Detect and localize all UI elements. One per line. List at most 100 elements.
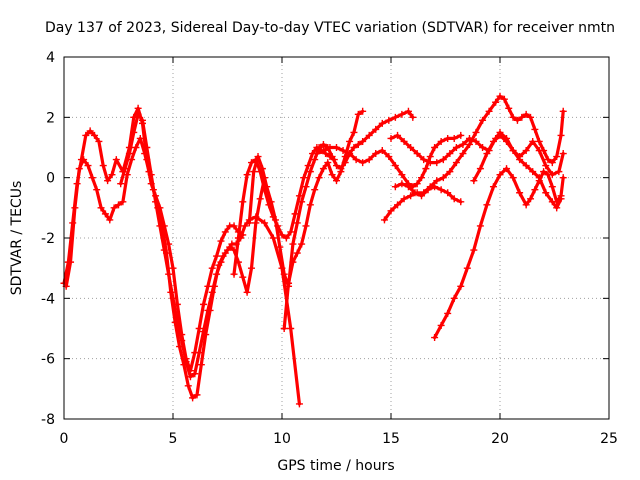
data-point xyxy=(267,198,275,206)
data-point xyxy=(489,183,497,191)
data-point xyxy=(247,159,255,167)
data-point xyxy=(213,252,221,260)
data-point xyxy=(529,137,537,145)
data-point xyxy=(101,210,109,218)
y-tick-label: -8 xyxy=(41,412,55,428)
series-track-4 xyxy=(230,144,338,278)
data-point xyxy=(431,144,439,151)
data-point xyxy=(431,183,439,191)
series-track-2 xyxy=(62,134,303,408)
data-point xyxy=(256,195,264,203)
data-point xyxy=(489,137,497,145)
series-line xyxy=(119,112,267,379)
data-point xyxy=(404,183,412,191)
data-point xyxy=(557,195,565,203)
data-point xyxy=(378,147,386,155)
data-point xyxy=(559,174,567,182)
data-point xyxy=(407,144,415,151)
data-point xyxy=(213,270,221,278)
series-track-6 xyxy=(280,107,367,332)
data-point xyxy=(130,128,138,136)
data-point xyxy=(450,195,458,203)
data-point xyxy=(420,156,428,164)
data-point xyxy=(280,270,288,278)
data-point xyxy=(341,153,349,161)
data-point xyxy=(380,216,388,224)
data-point xyxy=(152,198,160,206)
data-point xyxy=(470,246,478,254)
data-point xyxy=(293,219,301,227)
data-point xyxy=(110,204,118,212)
data-point xyxy=(143,144,151,151)
grid xyxy=(64,57,609,419)
data-point xyxy=(195,325,203,332)
y-tick-label: -2 xyxy=(41,231,55,247)
data-point xyxy=(424,186,432,194)
data-point xyxy=(204,306,212,314)
data-point xyxy=(439,156,447,164)
data-point xyxy=(400,137,408,145)
data-point xyxy=(479,144,487,151)
data-point xyxy=(509,174,517,182)
data-point xyxy=(527,195,535,203)
x-axis-ticks: 0 5 10 15 20 25 xyxy=(60,57,618,447)
data-point xyxy=(306,201,314,209)
data-point xyxy=(239,198,247,206)
data-point xyxy=(418,174,426,182)
data-point xyxy=(476,222,484,230)
data-point xyxy=(293,249,301,257)
data-point xyxy=(529,168,537,176)
data-point xyxy=(385,153,393,161)
data-point xyxy=(527,113,535,121)
data-point xyxy=(433,177,441,185)
data-point xyxy=(269,234,277,242)
data-point xyxy=(542,162,550,170)
data-point xyxy=(522,201,530,209)
data-point xyxy=(230,270,238,278)
data-point xyxy=(437,137,445,145)
data-point xyxy=(496,171,504,179)
data-point xyxy=(80,156,88,164)
data-point xyxy=(446,168,454,176)
data-point xyxy=(243,171,251,179)
data-point xyxy=(463,264,471,272)
x-tick-label: 10 xyxy=(273,431,291,447)
data-point xyxy=(197,361,205,369)
data-point xyxy=(548,183,556,191)
data-point xyxy=(485,107,493,115)
data-point xyxy=(287,228,295,236)
data-point xyxy=(191,370,199,378)
data-point xyxy=(346,137,354,145)
data-point xyxy=(282,234,290,242)
data-point xyxy=(431,334,439,342)
data-point xyxy=(97,204,105,212)
data-point xyxy=(452,144,460,151)
data-point xyxy=(258,165,266,173)
data-point xyxy=(359,107,367,115)
series-track-10 xyxy=(391,180,465,206)
data-point xyxy=(178,337,186,345)
series-track-7 xyxy=(313,131,465,191)
data-point xyxy=(300,174,308,182)
data-point xyxy=(457,131,465,139)
data-point xyxy=(306,168,314,176)
data-point xyxy=(535,174,543,182)
data-point xyxy=(200,300,208,308)
data-point xyxy=(413,180,421,188)
data-point xyxy=(548,159,556,167)
data-point xyxy=(263,183,271,191)
data-point xyxy=(315,144,323,151)
data-point xyxy=(350,128,358,136)
y-tick-label: 2 xyxy=(46,110,55,126)
data-point xyxy=(540,168,548,176)
data-point xyxy=(298,198,306,206)
data-point xyxy=(516,156,524,164)
data-point xyxy=(204,282,212,290)
data-point xyxy=(239,273,247,281)
data-point xyxy=(452,159,460,167)
data-point xyxy=(407,192,415,200)
data-point xyxy=(302,222,310,230)
data-point xyxy=(516,189,524,197)
data-point xyxy=(84,162,92,170)
data-point xyxy=(531,186,539,194)
